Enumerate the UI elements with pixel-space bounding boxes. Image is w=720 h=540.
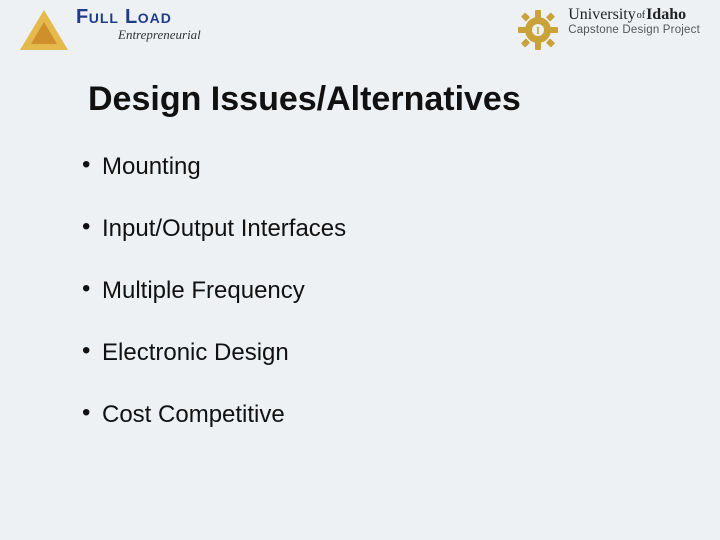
ui-of: of	[637, 10, 645, 21]
ui-line1: UniversityofIdaho	[568, 6, 686, 24]
full-load-line1: FULL LOAD	[76, 6, 201, 29]
logo-full-load: FULL LOAD Entrepreneurial	[20, 6, 201, 50]
fl-ULL: ULL	[89, 10, 119, 26]
ui-line2: Capstone Design Project	[568, 24, 700, 36]
slide-title: Design Issues/Alternatives	[88, 80, 638, 119]
list-item: Cost Competitive	[82, 401, 638, 429]
svg-text:I: I	[536, 26, 540, 37]
ui-idaho: Idaho	[646, 6, 686, 23]
fl-L: L	[119, 6, 138, 28]
slide-body: Design Issues/Alternatives Mounting Inpu…	[0, 80, 720, 463]
full-load-line2: Entrepreneurial	[118, 27, 201, 43]
list-item: Input/Output Interfaces	[82, 215, 638, 243]
full-load-text: FULL LOAD Entrepreneurial	[76, 6, 201, 43]
logo-university-idaho: I UniversityofIdaho Capstone Design Proj…	[516, 6, 700, 52]
ui-university: University	[568, 6, 636, 23]
list-item: Mounting	[82, 153, 638, 181]
triangle-icon	[20, 10, 68, 50]
fl-F: F	[76, 6, 89, 28]
list-item: Multiple Frequency	[82, 277, 638, 305]
list-item: Electronic Design	[82, 339, 638, 367]
header: FULL LOAD Entrepreneurial I	[0, 0, 720, 66]
university-idaho-text: UniversityofIdaho Capstone Design Projec…	[568, 6, 700, 36]
fl-OAD: OAD	[138, 10, 172, 26]
gear-icon: I	[516, 8, 560, 52]
bullet-list: Mounting Input/Output Interfaces Multipl…	[82, 153, 638, 429]
